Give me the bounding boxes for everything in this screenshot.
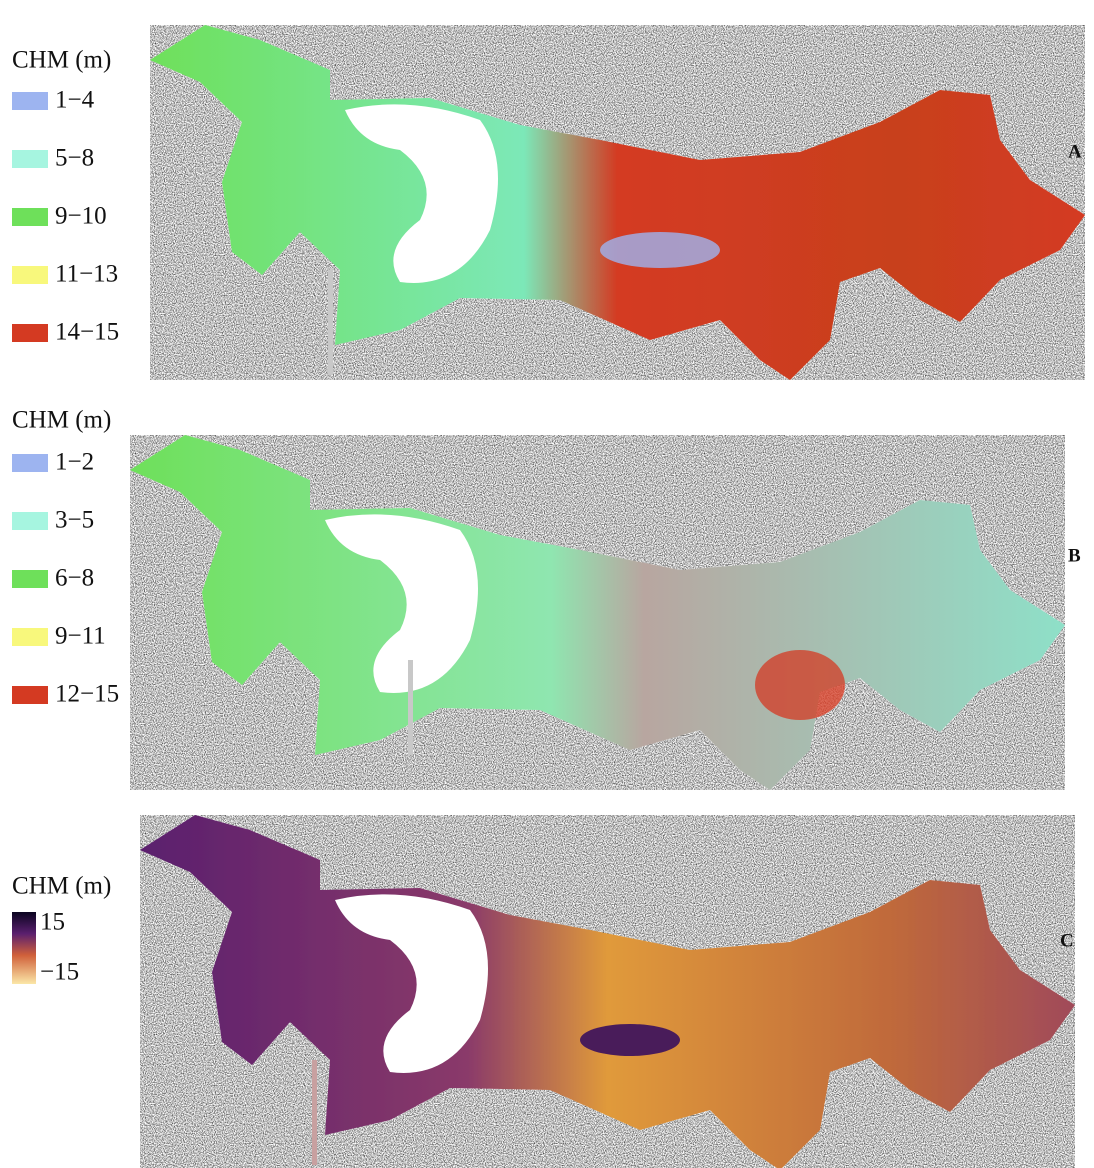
legend-swatch	[12, 266, 48, 284]
legend-swatch	[12, 570, 48, 588]
legend-swatch	[12, 92, 48, 110]
legend-swatch	[12, 208, 48, 226]
figure: CHM (m) 1−4 5−8 9−10 11−13 14−15 A CHM (…	[0, 0, 1094, 1168]
legend-swatch	[12, 628, 48, 646]
legend-b: 1−2 3−5 6−8 9−11 12−15	[12, 449, 119, 708]
legend-label: 3−5	[55, 507, 94, 534]
legend-label: 12−15	[55, 681, 119, 708]
legend-label: 6−8	[55, 565, 94, 592]
map-b	[130, 435, 1065, 790]
legend-title: CHM (m)	[12, 47, 111, 74]
legend-label: 14−15	[55, 319, 119, 346]
legend-label: 11−13	[55, 261, 118, 288]
canal	[408, 660, 413, 755]
legend-title: CHM (m)	[12, 873, 111, 900]
legend-swatch	[12, 150, 48, 168]
legend-swatch	[12, 324, 48, 342]
colorbar-min: −15	[40, 959, 79, 986]
legend-title: CHM (m)	[12, 407, 111, 434]
panel-label: B	[1068, 545, 1081, 566]
map-a	[150, 25, 1085, 380]
map-c	[140, 815, 1075, 1168]
canal	[312, 1060, 317, 1165]
legend-a: 1−4 5−8 9−10 11−13 14−15	[12, 87, 119, 346]
legend-label: 5−8	[55, 145, 94, 172]
colorbar	[12, 912, 36, 984]
legend-label: 9−10	[55, 203, 107, 230]
panel-label: C	[1060, 930, 1074, 951]
legend-label: 1−4	[55, 87, 95, 114]
legend-label: 9−11	[55, 623, 106, 650]
page: CHM (m) 1−4 5−8 9−10 11−13 14−15 A CHM (…	[0, 0, 1094, 1168]
legend-swatch	[12, 454, 48, 472]
legend-swatch	[12, 686, 48, 704]
colorbar-max: 15	[40, 909, 65, 936]
canal	[328, 270, 333, 375]
legend-swatch	[12, 512, 48, 530]
legend-label: 1−2	[55, 449, 94, 476]
panel-label: A	[1068, 141, 1082, 162]
